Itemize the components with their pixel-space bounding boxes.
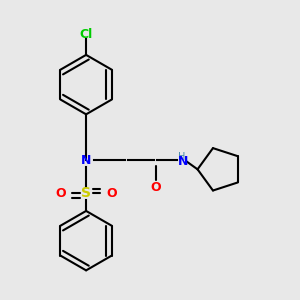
Text: N: N bbox=[81, 154, 91, 167]
Text: Cl: Cl bbox=[80, 28, 93, 41]
Text: O: O bbox=[151, 181, 161, 194]
Text: O: O bbox=[56, 187, 66, 200]
Text: S: S bbox=[81, 186, 91, 200]
Text: O: O bbox=[106, 187, 117, 200]
Text: H: H bbox=[178, 152, 185, 162]
Text: N: N bbox=[178, 155, 188, 168]
